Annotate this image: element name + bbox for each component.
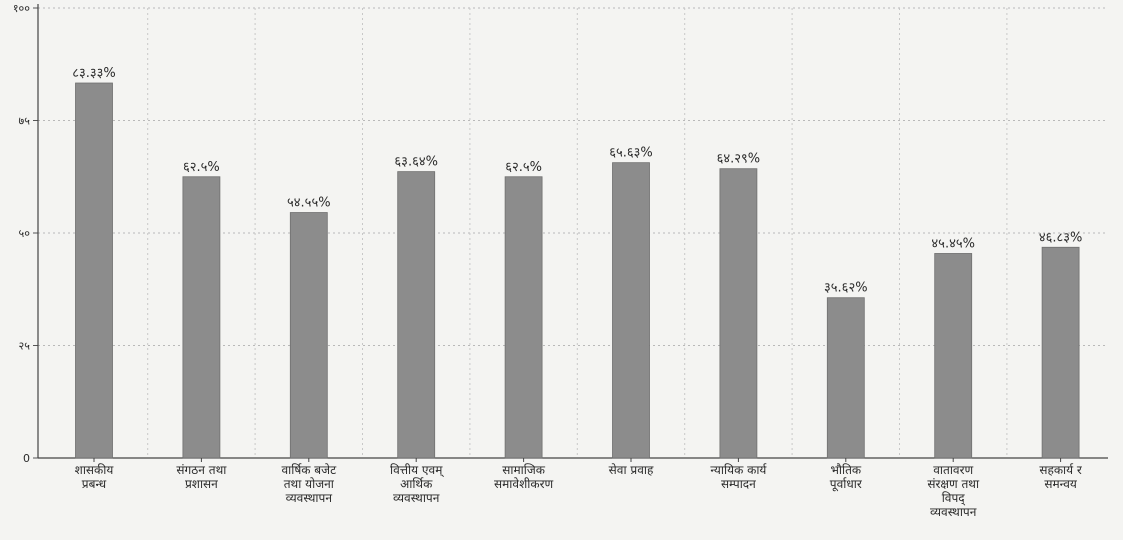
data-label: ६२.५% <box>505 160 542 175</box>
data-label: ३५.६२% <box>824 281 868 296</box>
x-tick-label: संगठन तथा <box>176 463 227 477</box>
x-tick-label: सहकार्य र <box>1039 463 1083 477</box>
x-tick-label: व्यवस्थापन <box>286 491 333 505</box>
x-tick-label: सम्पादन <box>721 477 756 491</box>
y-tick-label: १०० <box>13 2 30 15</box>
data-label: ५४.५५% <box>287 196 331 211</box>
x-tick-label: विपद् <box>942 491 966 507</box>
data-label: ६५.६३% <box>609 146 653 161</box>
x-tick-label: समावेशीकरण <box>494 477 553 491</box>
x-tick-label: वित्तीय एवम् <box>390 463 444 478</box>
x-tick-label: भौतिक <box>830 463 861 477</box>
x-tick-label: प्रशासन <box>185 477 218 491</box>
y-tick-label: २५ <box>19 340 31 353</box>
x-tick-label: सामाजिक <box>502 463 546 477</box>
x-tick-label: वातावरण <box>933 463 973 477</box>
bar <box>612 162 650 459</box>
bar <box>719 168 758 459</box>
bar <box>182 176 221 459</box>
bar <box>504 176 543 459</box>
x-tick-label: आर्थिक <box>400 477 433 491</box>
x-tick-label: पूर्वाधार <box>830 477 863 492</box>
x-tick-label: व्यवस्थापन <box>393 491 440 505</box>
data-label: ८३.३३% <box>72 66 116 81</box>
bar <box>75 82 113 459</box>
y-tick-label: ७५ <box>19 115 31 128</box>
x-tick-label: वार्षिक बजेट <box>281 463 337 477</box>
data-label: ६४.२९% <box>717 152 761 167</box>
x-tick-label: शासकीय <box>75 463 115 477</box>
bar <box>289 212 328 459</box>
y-tick-label: ५० <box>19 227 31 240</box>
data-label: ६२.५% <box>183 160 220 175</box>
bar <box>826 297 865 459</box>
data-label: ४५.४५% <box>931 236 975 251</box>
x-tick-label: तथा योजना <box>284 477 335 491</box>
bar <box>397 171 436 459</box>
x-tick-label: समन्वय <box>1044 477 1078 491</box>
bar <box>934 253 973 459</box>
x-tick-label: न्यायिक कार्य <box>710 463 767 477</box>
data-label: ६३.६४% <box>394 155 438 170</box>
bar <box>1041 246 1080 459</box>
y-tick-label: 0 <box>23 452 30 465</box>
x-tick-label: सेवा प्रवाह <box>609 463 654 477</box>
x-tick-label: संरक्षण तथा <box>927 477 980 491</box>
x-tick-label: व्यवस्थापन <box>930 505 977 519</box>
data-label: ४६.८३% <box>1039 230 1083 245</box>
x-tick-label: प्रबन्ध <box>82 477 107 491</box>
